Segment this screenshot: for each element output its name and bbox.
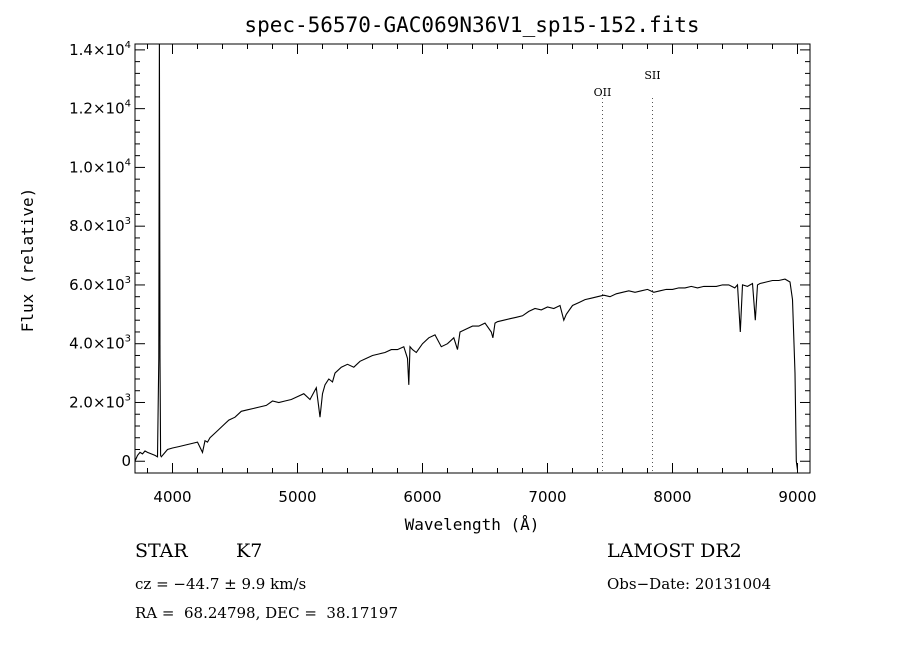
object-class: STAR — [135, 540, 188, 562]
y-tick-label: 1.4×104 — [69, 40, 131, 59]
observation-date: Obs−Date: 20131004 — [607, 575, 772, 593]
x-tick-label: 6000 — [403, 488, 441, 506]
plot-frame — [134, 43, 811, 474]
y-tick-label: 6.0×103 — [69, 275, 131, 294]
x-axis-label: Wavelength (Å) — [405, 515, 540, 534]
emission-line-label: OII — [594, 86, 612, 99]
y-tick-exponent: 3 — [125, 392, 131, 403]
y-axis-label: Flux (relative) — [18, 188, 37, 333]
survey-name: LAMOST DR2 — [607, 540, 742, 562]
y-tick-label: 2.0×103 — [69, 392, 131, 411]
y-tick-exponent: 3 — [125, 334, 131, 345]
chart-title: spec-56570-GAC069N36V1_sp15-152.fits — [244, 13, 699, 37]
y-tick-label: 8.0×103 — [69, 216, 131, 235]
y-tick-label: 4.0×103 — [69, 334, 131, 353]
redshift-text: cz = −44.7 ± 9.9 km/s — [135, 575, 307, 593]
y-tick-exponent: 4 — [125, 99, 131, 110]
plot-area: 4000 5000 6000 7000 8000 9000 0 2.0×103 4.0×103 6… — [69, 40, 816, 506]
x-tick-label: 5000 — [278, 488, 316, 506]
x-tick-label: 8000 — [653, 488, 691, 506]
emission-line-label: SII — [644, 69, 660, 82]
x-tick-label: 9000 — [778, 488, 816, 506]
y-tick-exponent: 4 — [125, 40, 131, 51]
x-tick-label: 7000 — [528, 488, 566, 506]
y-tick-label: 1.2×104 — [69, 99, 131, 118]
y-tick-exponent: 3 — [125, 216, 131, 227]
x-tick-label: 4000 — [153, 488, 191, 506]
y-tick-exponent: 3 — [125, 275, 131, 286]
y-tick-exponent: 4 — [125, 157, 131, 168]
spectrum-line — [135, 44, 799, 471]
y-tick-label: 0 — [121, 452, 131, 470]
coordinates-text: RA = 68.24798, DEC = 38.17197 — [135, 604, 399, 622]
y-tick-label: 1.0×104 — [69, 157, 131, 176]
object-subclass: K7 — [236, 540, 263, 562]
